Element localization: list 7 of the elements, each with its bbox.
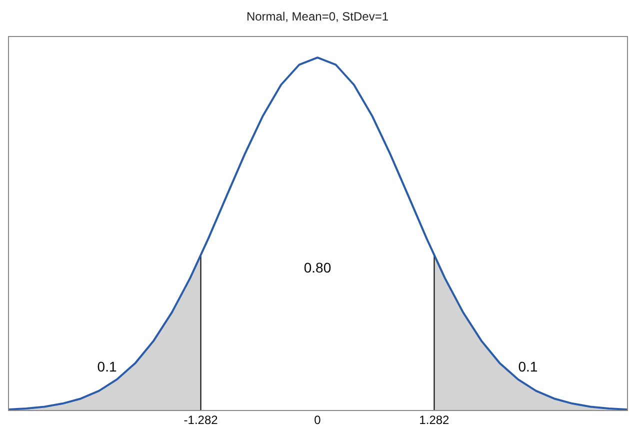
x-tick-label: -1.282 [184,413,218,428]
chart-title: Normal, Mean=0, StDev=1 [246,10,389,24]
annotation: 0.1 [518,358,538,374]
x-tick-label: 1.282 [419,413,450,428]
x-tick-label: 0 [314,413,322,428]
annotation: 0.1 [97,358,117,374]
annotation: 0.80 [304,259,332,276]
